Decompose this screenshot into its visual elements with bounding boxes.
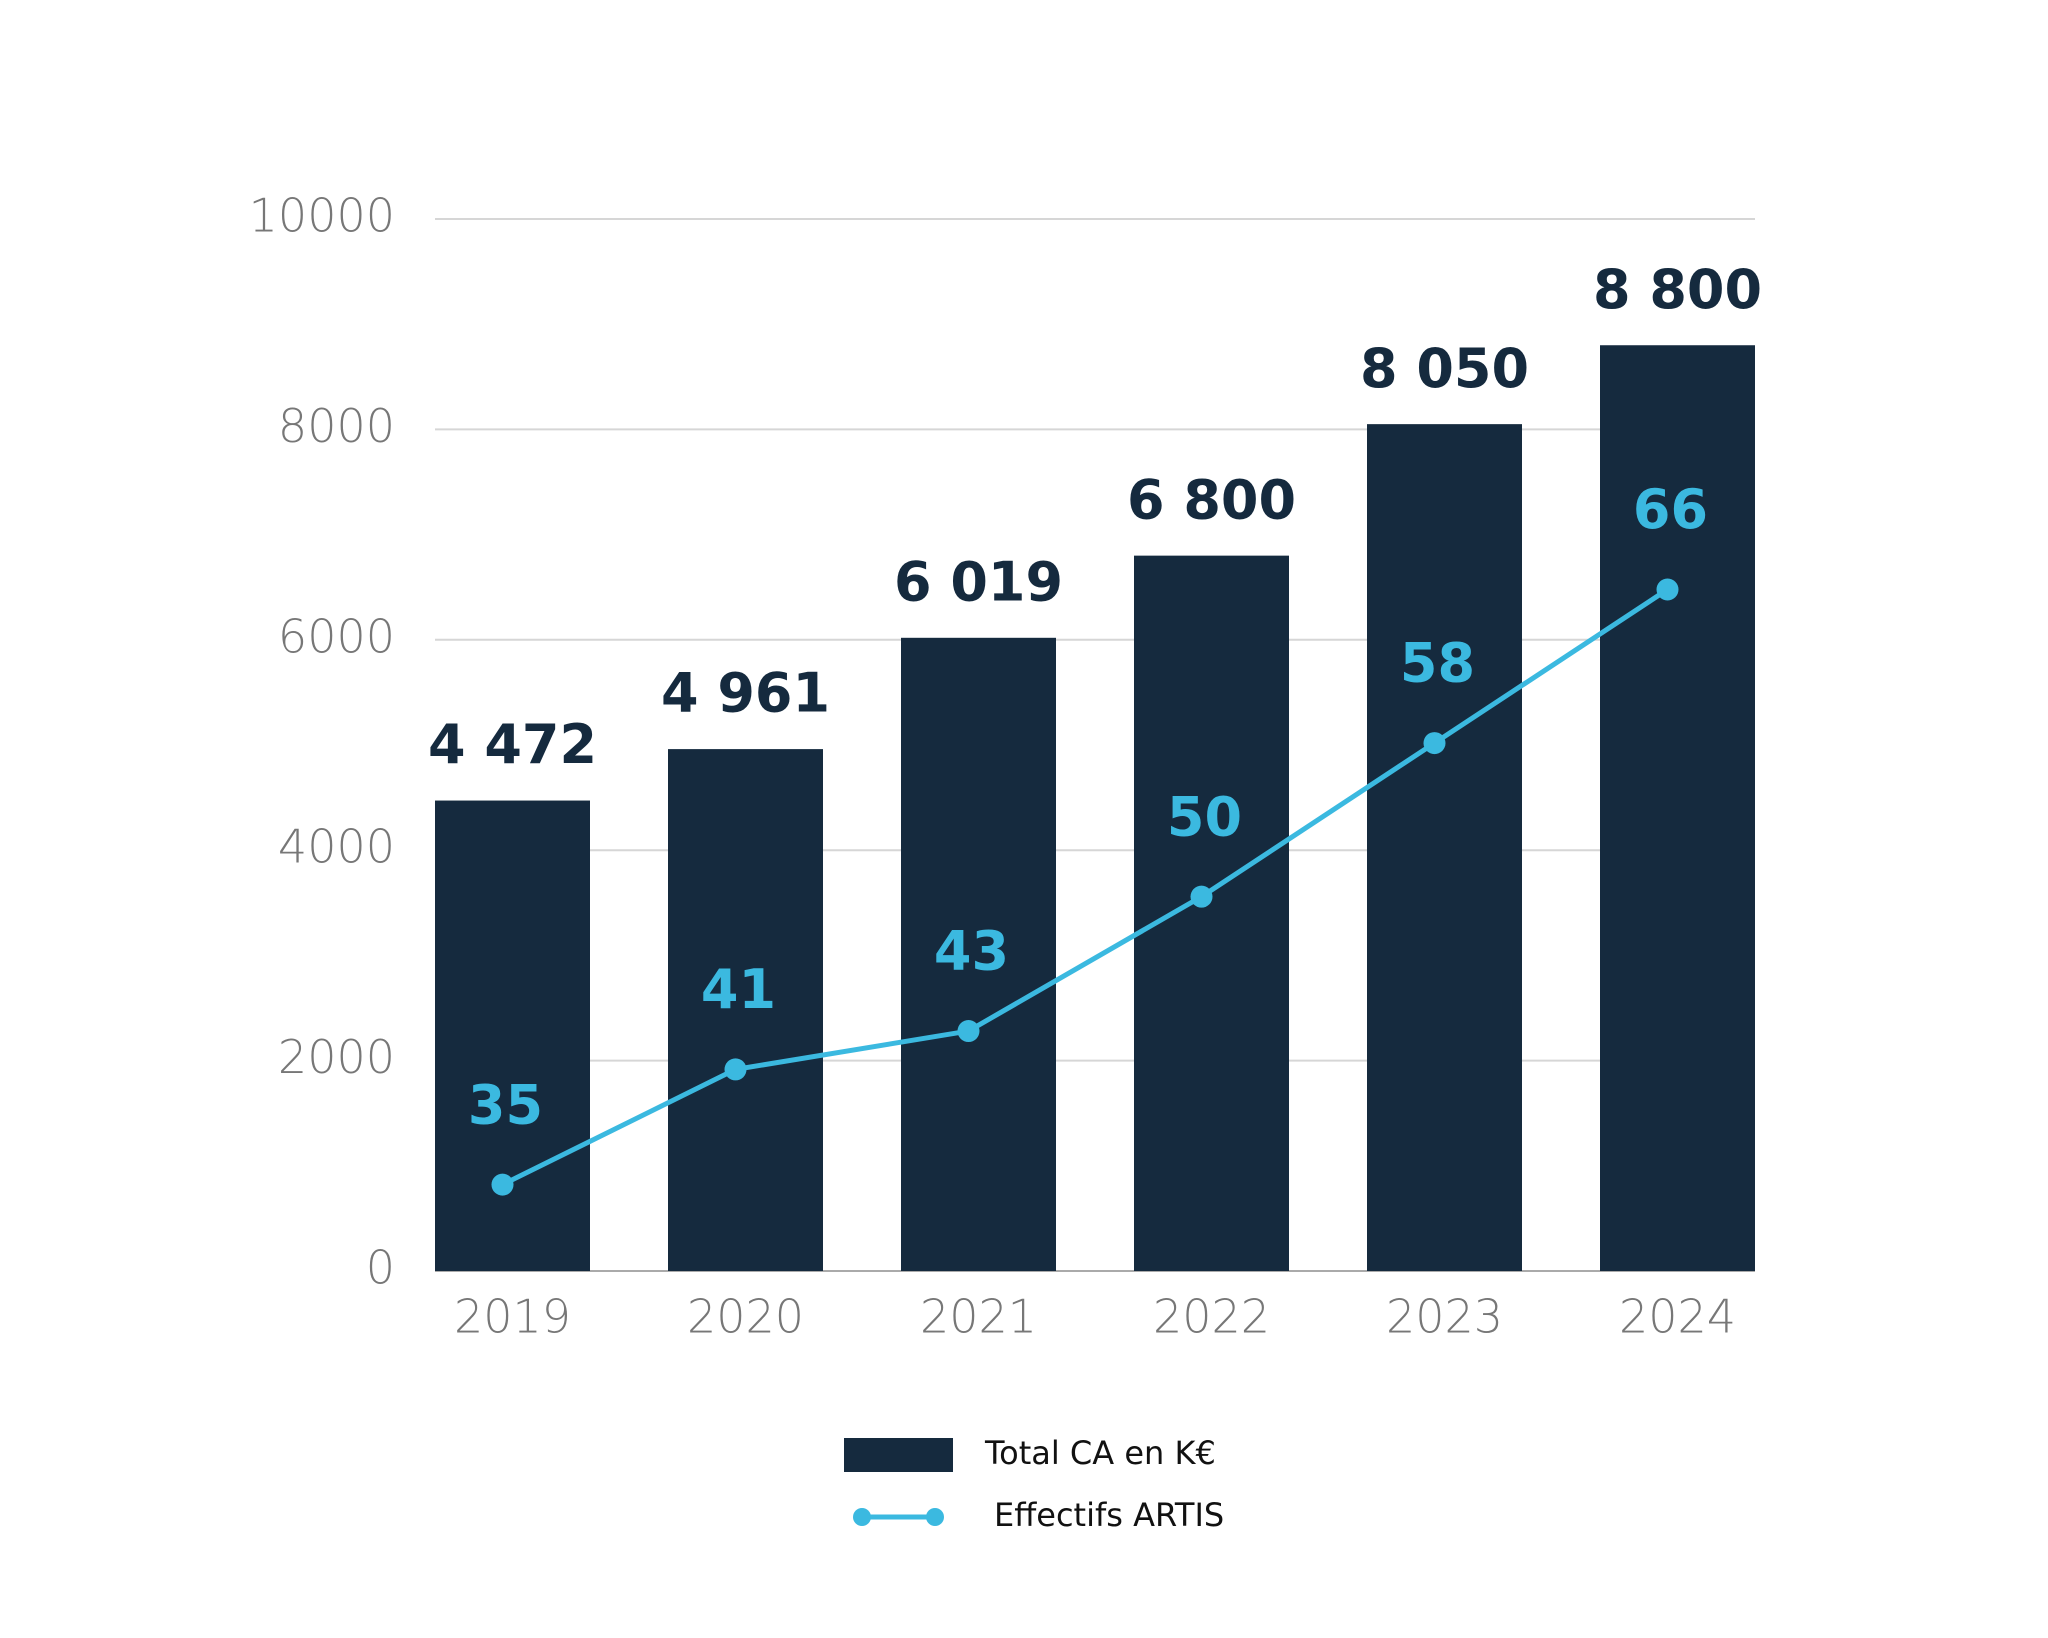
x-tick-label: 2024 [1619, 1290, 1736, 1344]
y-tick-label: 6000 [278, 609, 395, 663]
line-point [957, 1020, 980, 1043]
y-tick-label: 0 [366, 1241, 395, 1295]
line-point [491, 1173, 514, 1196]
bar-value-label: 4 961 [661, 662, 830, 725]
legend-label: Effectifs ARTIS [994, 1496, 1224, 1534]
x-tick-label: 2020 [687, 1290, 804, 1344]
line-point [1423, 732, 1446, 755]
legend-swatch [926, 1508, 944, 1526]
line-point [724, 1058, 747, 1081]
line-value-label: 43 [934, 920, 1009, 983]
bar [1600, 345, 1755, 1271]
legend-label: Total CA en K€ [984, 1434, 1216, 1472]
bar-value-label: 8 050 [1360, 337, 1529, 400]
bar [1367, 424, 1522, 1271]
line-value-label: 41 [701, 958, 776, 1021]
bar-value-label: 6 019 [894, 550, 1063, 613]
bar [901, 637, 1056, 1271]
line-value-label: 58 [1400, 632, 1475, 695]
x-tick-label: 2022 [1153, 1290, 1270, 1344]
bar-value-label: 4 472 [428, 713, 597, 776]
line-value-label: 35 [468, 1073, 543, 1136]
bar [1134, 555, 1289, 1271]
line-point [1656, 578, 1679, 601]
x-tick-label: 2023 [1386, 1290, 1503, 1344]
y-tick-label: 10000 [249, 189, 395, 243]
bar [668, 749, 823, 1271]
line-value-label: 50 [1167, 785, 1242, 848]
line-point [1190, 885, 1213, 908]
bar-value-label: 8 800 [1593, 258, 1762, 321]
y-tick-label: 4000 [278, 820, 395, 874]
y-tick-label: 2000 [278, 1030, 395, 1084]
legend-swatch [844, 1438, 953, 1472]
bar-value-label: 6 800 [1127, 468, 1296, 531]
x-tick-label: 2021 [920, 1290, 1037, 1344]
y-tick-label: 8000 [278, 399, 395, 453]
line-value-label: 66 [1633, 478, 1708, 541]
legend-swatch [853, 1508, 871, 1526]
x-tick-label: 2019 [454, 1290, 571, 1344]
bar [435, 800, 590, 1271]
line [501, 587, 1669, 1187]
